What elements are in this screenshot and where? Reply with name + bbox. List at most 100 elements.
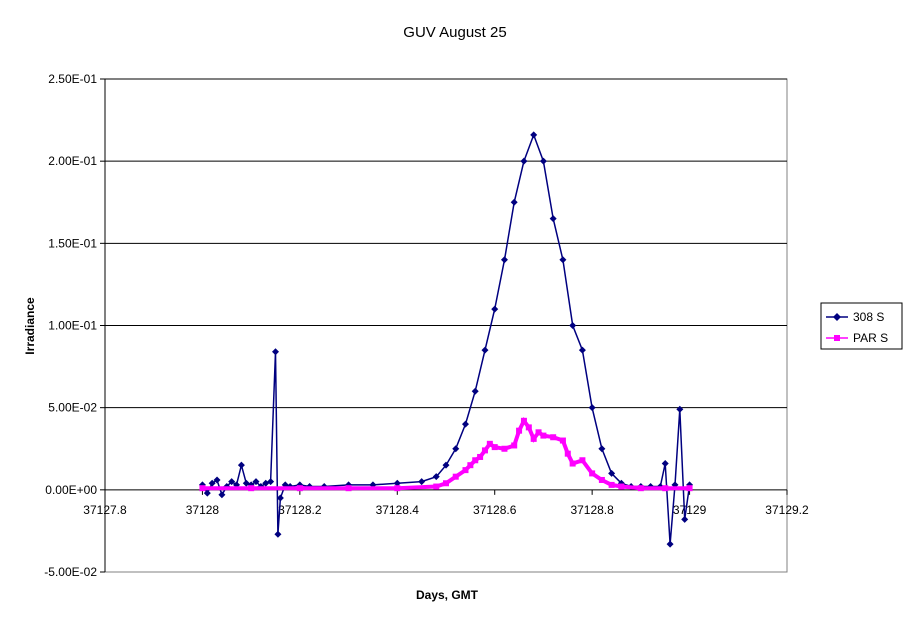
data-point bbox=[516, 427, 523, 434]
data-point bbox=[481, 447, 488, 454]
y-tick-label: 1.00E-01 bbox=[48, 319, 97, 333]
data-point bbox=[662, 485, 669, 492]
data-point bbox=[686, 485, 693, 492]
y-tick-label: 2.00E-01 bbox=[48, 154, 97, 168]
data-point bbox=[462, 467, 469, 474]
data-point bbox=[272, 348, 279, 356]
legend-marker bbox=[834, 335, 840, 341]
data-point bbox=[539, 157, 547, 165]
data-point bbox=[418, 478, 426, 486]
data-point bbox=[661, 460, 669, 468]
data-point bbox=[491, 305, 499, 313]
data-point bbox=[442, 461, 450, 469]
data-point bbox=[510, 198, 518, 206]
data-point bbox=[274, 530, 282, 538]
data-point bbox=[530, 435, 537, 442]
data-point bbox=[472, 457, 479, 464]
data-point bbox=[608, 469, 616, 477]
data-point bbox=[559, 256, 567, 264]
data-point bbox=[525, 424, 532, 431]
data-point bbox=[535, 429, 542, 436]
data-point bbox=[501, 445, 508, 452]
series-layer bbox=[198, 131, 694, 548]
y-tick-label: 5.00E-02 bbox=[48, 401, 97, 415]
data-point bbox=[267, 478, 275, 486]
x-axis-ticks: 37127.8 37128 37128.2 37128.4 37128.6 37128.8… bbox=[83, 489, 809, 517]
data-point bbox=[248, 485, 255, 492]
legend-marker bbox=[833, 313, 841, 321]
data-point bbox=[564, 450, 571, 457]
y-axis-title: Irradiance bbox=[23, 297, 37, 355]
x-tick-label: 37128 bbox=[186, 503, 220, 517]
data-point bbox=[433, 483, 440, 490]
data-point bbox=[578, 346, 586, 354]
data-point bbox=[559, 437, 566, 444]
data-point bbox=[199, 485, 206, 492]
grid-lines bbox=[105, 78, 787, 409]
y-tick-label: 2.50E-01 bbox=[48, 72, 97, 86]
data-point bbox=[618, 483, 625, 490]
data-point bbox=[520, 417, 527, 424]
data-point bbox=[481, 346, 489, 354]
data-point bbox=[550, 434, 557, 441]
legend: 308 S PAR S bbox=[820, 302, 903, 350]
series-2 bbox=[199, 416, 693, 492]
data-point bbox=[491, 444, 498, 451]
data-point bbox=[608, 481, 615, 488]
x-axis-title: Days, GMT bbox=[416, 588, 479, 602]
x-tick-label: 37128.4 bbox=[376, 503, 420, 517]
data-point bbox=[452, 473, 459, 480]
data-point bbox=[589, 470, 596, 477]
data-point bbox=[452, 445, 460, 453]
x-tick-label: 37129 bbox=[673, 503, 707, 517]
data-point bbox=[676, 405, 684, 413]
data-point bbox=[237, 461, 245, 469]
y-tick-label: 1.50E-01 bbox=[48, 236, 97, 250]
y-tick-label: 0.00E+00 bbox=[45, 483, 97, 497]
data-point bbox=[218, 491, 226, 499]
data-point bbox=[345, 485, 352, 492]
legend-label: 308 S bbox=[853, 310, 884, 324]
data-point bbox=[569, 322, 577, 329]
y-tick-label: -5.00E-02 bbox=[44, 565, 97, 579]
data-point bbox=[276, 494, 284, 502]
data-point bbox=[486, 440, 493, 447]
x-tick-label: 37128.8 bbox=[570, 503, 614, 517]
x-tick-label: 37129.2 bbox=[765, 503, 809, 517]
data-point bbox=[598, 476, 605, 483]
legend-box bbox=[820, 302, 903, 350]
data-point bbox=[569, 460, 576, 467]
data-point bbox=[520, 157, 528, 165]
data-point bbox=[393, 479, 401, 487]
data-point bbox=[394, 485, 401, 492]
data-point bbox=[681, 515, 689, 523]
data-point bbox=[549, 215, 557, 223]
data-point bbox=[579, 457, 586, 464]
data-point bbox=[461, 420, 469, 428]
x-tick-label: 37128.2 bbox=[278, 503, 322, 517]
data-point bbox=[252, 478, 260, 486]
data-point bbox=[637, 485, 644, 492]
data-point bbox=[540, 432, 547, 439]
data-point bbox=[500, 256, 508, 264]
data-point bbox=[666, 540, 674, 548]
data-point bbox=[467, 462, 474, 469]
data-point bbox=[598, 445, 606, 453]
x-tick-label: 37127.8 bbox=[83, 503, 127, 517]
data-point bbox=[213, 476, 221, 484]
chart-title: GUV August 25 bbox=[403, 24, 506, 41]
data-point bbox=[511, 442, 518, 449]
data-point bbox=[296, 485, 303, 492]
data-point bbox=[208, 479, 216, 487]
x-tick-label: 37128.6 bbox=[473, 503, 517, 517]
data-point bbox=[477, 453, 484, 460]
data-point bbox=[203, 489, 211, 497]
data-point bbox=[588, 404, 596, 412]
legend-label: PAR S bbox=[853, 331, 888, 345]
data-point bbox=[432, 473, 440, 481]
y-axis-ticks: -5.00E-02 0.00E+00 5.00E-02 1.00E-01 1.50E-0… bbox=[44, 72, 105, 579]
data-point bbox=[228, 478, 236, 486]
data-point bbox=[471, 387, 479, 395]
data-point bbox=[443, 480, 449, 487]
